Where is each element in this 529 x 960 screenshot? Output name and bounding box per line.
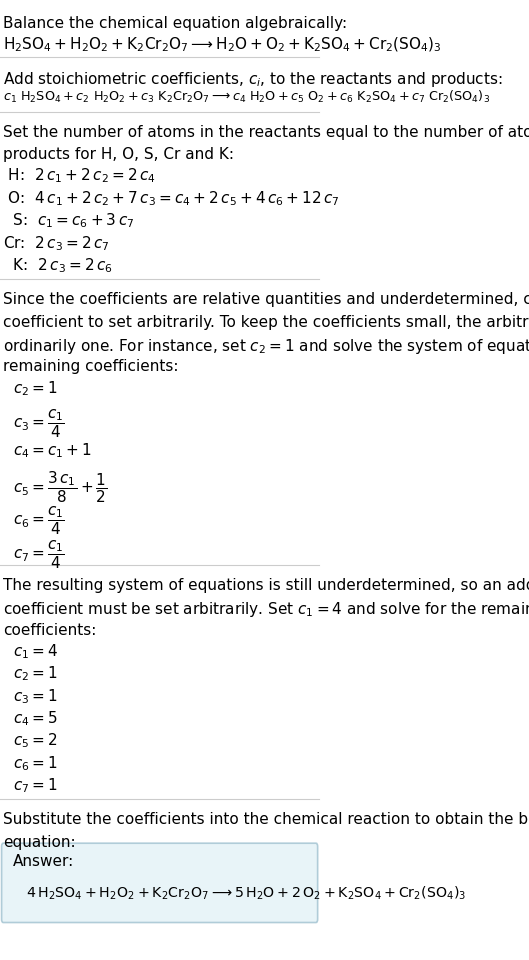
Text: Answer:: Answer: (13, 854, 74, 869)
Text: $c_2 = 1$: $c_2 = 1$ (13, 664, 57, 684)
Text: $c_3 = 1$: $c_3 = 1$ (13, 687, 57, 706)
FancyBboxPatch shape (2, 843, 317, 923)
Text: remaining coefficients:: remaining coefficients: (3, 359, 179, 374)
Text: $c_4 = c_1 + 1$: $c_4 = c_1 + 1$ (13, 442, 92, 461)
Text: K:  $2\,c_3 = 2\,c_6$: K: $2\,c_3 = 2\,c_6$ (3, 256, 113, 276)
Text: S:  $c_1 = c_6 + 3\,c_7$: S: $c_1 = c_6 + 3\,c_7$ (3, 211, 134, 230)
Text: Since the coefficients are relative quantities and underdetermined, choose a: Since the coefficients are relative quan… (3, 292, 529, 307)
Text: coefficient to set arbitrarily. To keep the coefficients small, the arbitrary va: coefficient to set arbitrarily. To keep … (3, 315, 529, 329)
Text: $c_5 = \dfrac{3\,c_1}{8} + \dfrac{1}{2}$: $c_5 = \dfrac{3\,c_1}{8} + \dfrac{1}{2}$ (13, 470, 107, 506)
Text: coefficients:: coefficients: (3, 623, 97, 637)
Text: Balance the chemical equation algebraically:: Balance the chemical equation algebraica… (3, 16, 348, 32)
Text: coefficient must be set arbitrarily. Set $c_1 = 4$ and solve for the remaining: coefficient must be set arbitrarily. Set… (3, 600, 529, 619)
Text: Set the number of atoms in the reactants equal to the number of atoms in the: Set the number of atoms in the reactants… (3, 125, 529, 140)
Text: equation:: equation: (3, 835, 76, 850)
Text: $c_5 = 2$: $c_5 = 2$ (13, 732, 57, 751)
Text: $\mathrm{H_2SO_4 + H_2O_2 + K_2Cr_2O_7 \longrightarrow H_2O + O_2 + K_2SO_4 + Cr: $\mathrm{H_2SO_4 + H_2O_2 + K_2Cr_2O_7 \… (3, 36, 442, 54)
Text: $c_2 = 1$: $c_2 = 1$ (13, 379, 57, 397)
Text: Add stoichiometric coefficients, $c_i$, to the reactants and products:: Add stoichiometric coefficients, $c_i$, … (3, 69, 503, 88)
Text: $c_1\ \mathrm{H_2SO_4} + c_2\ \mathrm{H_2O_2} + c_3\ \mathrm{K_2Cr_2O_7} \longri: $c_1\ \mathrm{H_2SO_4} + c_2\ \mathrm{H_… (3, 89, 490, 106)
Text: Substitute the coefficients into the chemical reaction to obtain the balanced: Substitute the coefficients into the che… (3, 812, 529, 828)
Text: $c_1 = 4$: $c_1 = 4$ (13, 642, 58, 660)
Text: $c_4 = 5$: $c_4 = 5$ (13, 709, 58, 728)
Text: Cr:  $2\,c_3 = 2\,c_7$: Cr: $2\,c_3 = 2\,c_7$ (3, 234, 110, 252)
Text: products for H, O, S, Cr and K:: products for H, O, S, Cr and K: (3, 147, 234, 162)
Text: $c_6 = \dfrac{c_1}{4}$: $c_6 = \dfrac{c_1}{4}$ (13, 504, 65, 537)
Text: $c_7 = 1$: $c_7 = 1$ (13, 777, 57, 795)
Text: $c_7 = \dfrac{c_1}{4}$: $c_7 = \dfrac{c_1}{4}$ (13, 539, 65, 571)
Text: The resulting system of equations is still underdetermined, so an additional: The resulting system of equations is sti… (3, 578, 529, 592)
Text: ordinarily one. For instance, set $c_2 = 1$ and solve the system of equations fo: ordinarily one. For instance, set $c_2 =… (3, 337, 529, 356)
Text: $c_6 = 1$: $c_6 = 1$ (13, 755, 57, 773)
Text: $4\,\mathrm{H_2SO_4} + \mathrm{H_2O_2} + \mathrm{K_2Cr_2O_7} \longrightarrow 5\,: $4\,\mathrm{H_2SO_4} + \mathrm{H_2O_2} +… (25, 884, 466, 901)
Text: H:  $2\,c_1 + 2\,c_2 = 2\,c_4$: H: $2\,c_1 + 2\,c_2 = 2\,c_4$ (3, 167, 156, 185)
Text: O:  $4\,c_1 + 2\,c_2 + 7\,c_3 = c_4 + 2\,c_5 + 4\,c_6 + 12\,c_7$: O: $4\,c_1 + 2\,c_2 + 7\,c_3 = c_4 + 2\,… (3, 189, 340, 207)
Text: $c_3 = \dfrac{c_1}{4}$: $c_3 = \dfrac{c_1}{4}$ (13, 407, 65, 440)
